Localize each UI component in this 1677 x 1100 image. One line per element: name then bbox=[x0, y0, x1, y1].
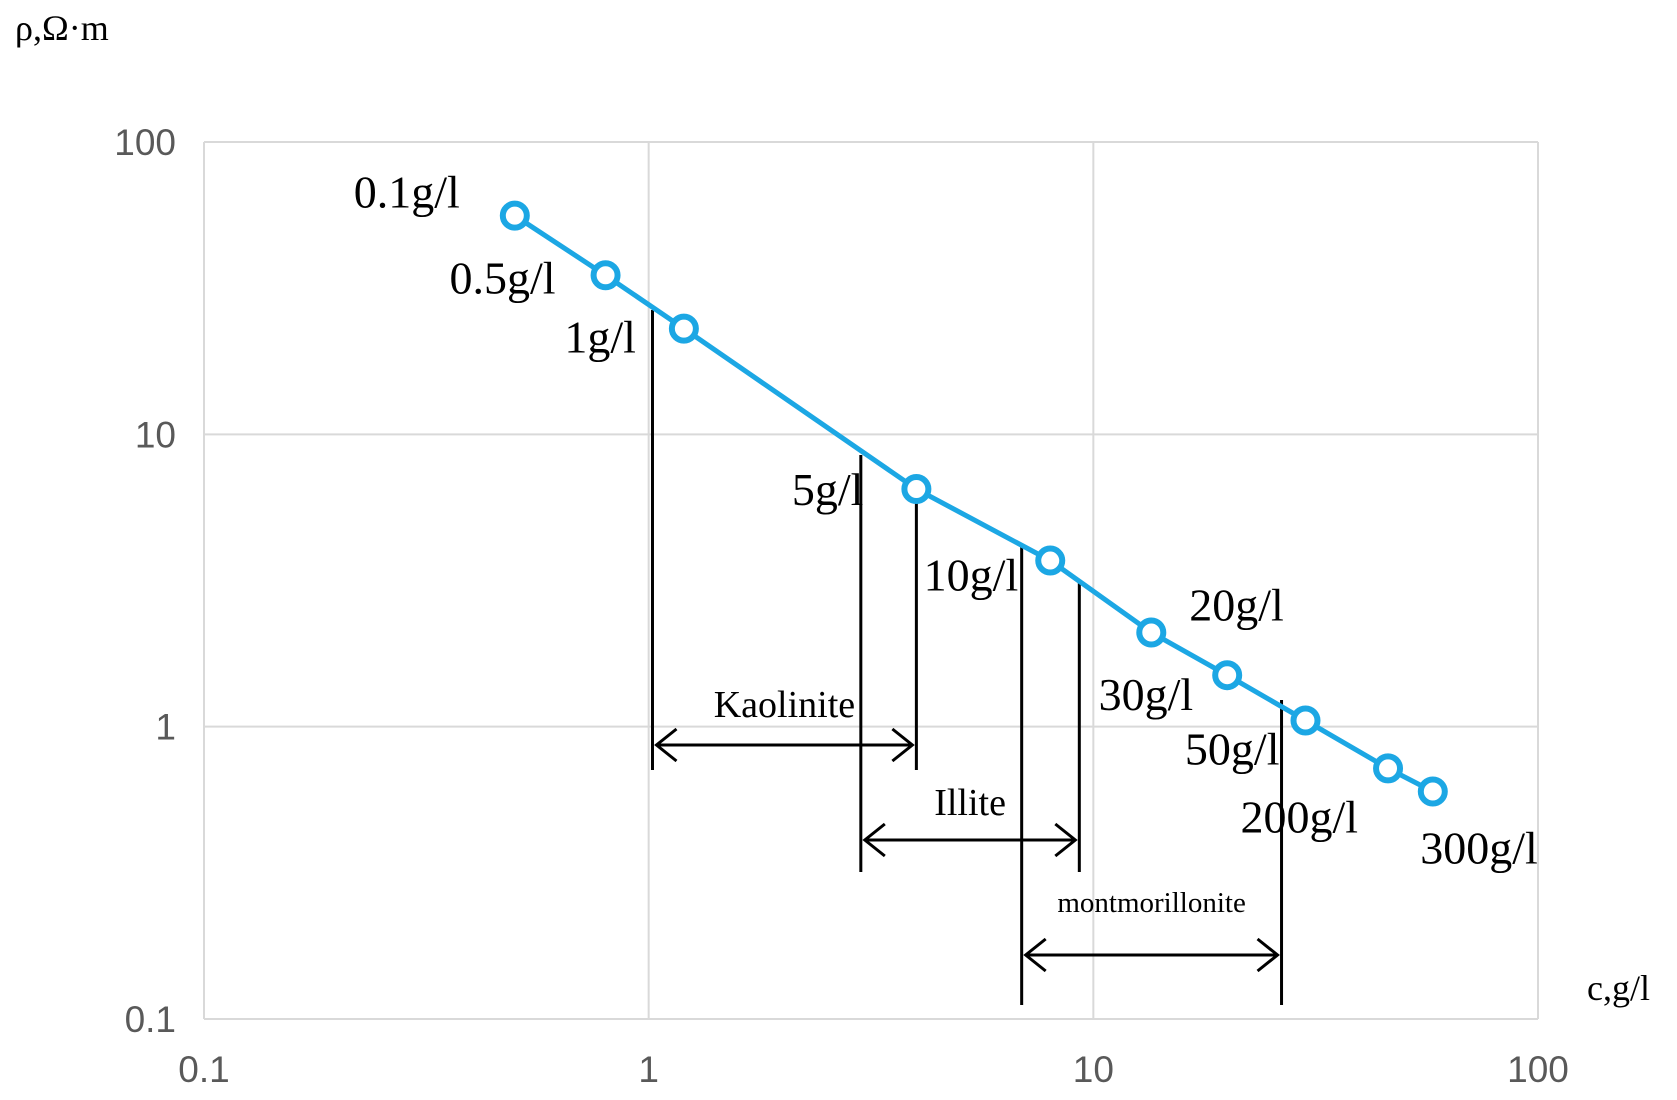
x-tick-label: 100 bbox=[1507, 1049, 1569, 1090]
arrow-head-left bbox=[862, 822, 886, 858]
range-label: montmorillonite bbox=[1057, 887, 1246, 919]
data-point bbox=[499, 200, 530, 231]
point-label: 200g/l bbox=[1240, 791, 1358, 842]
point-label: 10g/l bbox=[924, 550, 1019, 601]
point-label: 50g/l bbox=[1185, 723, 1280, 774]
point-label: 300g/l bbox=[1420, 823, 1538, 874]
series-line bbox=[499, 200, 1448, 807]
arrow-head-right bbox=[891, 727, 915, 763]
point-label: 20g/l bbox=[1189, 579, 1284, 630]
point-label: 0.5g/l bbox=[450, 252, 556, 303]
range-montmorillonite: montmorillonite bbox=[1020, 545, 1284, 1005]
point-label: 1g/l bbox=[564, 312, 636, 363]
point-label: 5g/l bbox=[792, 464, 864, 515]
x-tick-label: 0.1 bbox=[178, 1049, 229, 1090]
data-point bbox=[1035, 545, 1066, 576]
range-markers: Kaolinite Illite montmorillonite bbox=[650, 310, 1284, 1005]
data-point bbox=[1417, 776, 1448, 807]
y-axis-title: ρ,Ω·m bbox=[15, 8, 109, 48]
data-point bbox=[1136, 617, 1167, 648]
x-tick-label: 1 bbox=[638, 1049, 659, 1090]
point-label: 0.1g/l bbox=[354, 167, 460, 218]
arrow-head-right bbox=[1256, 937, 1280, 973]
data-point bbox=[1290, 705, 1321, 736]
series-path bbox=[513, 213, 1434, 794]
arrow-head-left bbox=[1023, 937, 1047, 973]
arrow-head-right bbox=[1054, 822, 1078, 858]
data-point bbox=[901, 474, 932, 505]
range-label: Kaolinite bbox=[714, 684, 855, 726]
data-point bbox=[590, 260, 621, 291]
tick-labels: 0.1 1 10 100 0.1 1 10 100 bbox=[114, 122, 1569, 1090]
point-labels: 0.1g/l 0.5g/l1g/l 5g/l 10g/l 20g/l 30g/l50g/l… bbox=[354, 167, 1538, 874]
range-label: Illite bbox=[934, 782, 1006, 824]
x-tick-label: 10 bbox=[1073, 1049, 1114, 1090]
grid bbox=[203, 141, 1539, 1020]
range-kaolinite: Kaolinite bbox=[650, 310, 918, 770]
data-point bbox=[1212, 660, 1243, 691]
y-tick-label: 100 bbox=[114, 122, 176, 163]
arrow-head-left bbox=[654, 727, 678, 763]
x-axis-title: c,g/l bbox=[1587, 968, 1650, 1008]
y-tick-label: 1 bbox=[155, 707, 176, 748]
y-tick-label: 0.1 bbox=[125, 999, 176, 1040]
data-point bbox=[668, 313, 699, 344]
point-label: 30g/l bbox=[1099, 669, 1194, 720]
y-tick-label: 10 bbox=[135, 414, 176, 455]
data-point bbox=[1373, 753, 1404, 784]
range-illite: Illite bbox=[859, 455, 1081, 872]
